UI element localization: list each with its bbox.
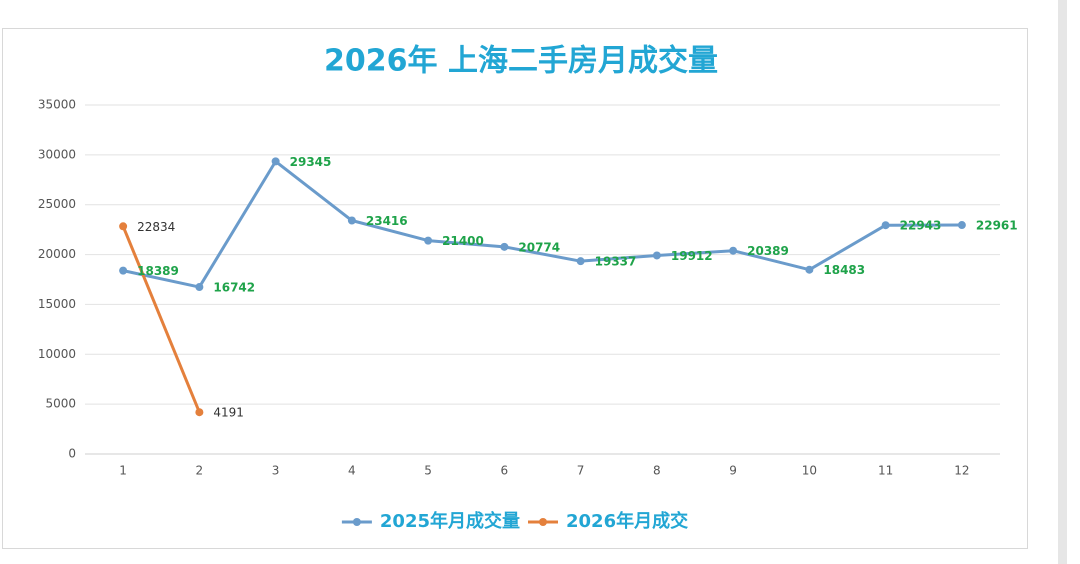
x-tick-label: 3 xyxy=(272,464,280,478)
legend-dot xyxy=(352,518,361,526)
data-point xyxy=(347,216,356,225)
legend-item: 2026年月成交 xyxy=(528,510,688,532)
y-tick-label: 20000 xyxy=(38,247,76,261)
data-label: 18483 xyxy=(823,263,865,277)
data-point xyxy=(119,266,128,275)
data-label: 4191 xyxy=(213,406,244,420)
data-point xyxy=(576,257,585,266)
x-tick-label: 11 xyxy=(878,464,893,478)
chart-frame xyxy=(2,28,1028,549)
x-tick-label: 4 xyxy=(348,464,356,478)
y-tick-label: 35000 xyxy=(38,98,76,112)
data-label: 18389 xyxy=(137,264,179,278)
data-point xyxy=(805,265,814,274)
data-point xyxy=(881,221,890,230)
data-label: 22834 xyxy=(137,220,175,234)
x-tick-label: 7 xyxy=(577,464,585,478)
data-point xyxy=(424,236,433,245)
legend-label: 2025年月成交量 xyxy=(380,510,520,532)
y-tick-label: 0 xyxy=(68,447,76,461)
data-label: 22961 xyxy=(976,219,1018,233)
x-tick-label: 9 xyxy=(729,464,737,478)
data-label: 29345 xyxy=(290,155,332,169)
data-label: 19912 xyxy=(671,249,713,263)
chart-title: 2026年 上海二手房月成交量 xyxy=(324,44,718,79)
y-tick-label: 25000 xyxy=(38,197,76,211)
data-point xyxy=(729,246,738,255)
data-label: 19337 xyxy=(595,255,637,269)
data-point xyxy=(500,242,509,251)
legend-item: 2025年月成交量 xyxy=(341,510,520,532)
data-point xyxy=(119,222,128,231)
x-tick-label: 2 xyxy=(196,464,204,478)
legend-label: 2026年月成交 xyxy=(566,510,688,532)
data-point xyxy=(957,221,966,230)
x-tick-label: 12 xyxy=(954,464,969,478)
x-tick-label: 1 xyxy=(119,464,127,478)
data-point xyxy=(195,408,204,417)
y-tick-label: 15000 xyxy=(38,297,76,311)
y-tick-label: 30000 xyxy=(38,147,76,161)
x-tick-label: 5 xyxy=(424,464,432,478)
data-label: 21400 xyxy=(442,234,484,248)
data-point xyxy=(652,251,661,260)
x-tick-label: 8 xyxy=(653,464,661,478)
data-label: 16742 xyxy=(213,281,255,295)
data-point xyxy=(195,283,204,292)
series-line xyxy=(121,225,201,413)
series-line xyxy=(122,159,962,289)
data-label: 23416 xyxy=(366,214,408,228)
y-tick-label: 5000 xyxy=(45,397,76,411)
data-label: 20774 xyxy=(518,240,560,254)
data-point xyxy=(271,157,280,166)
scrollbar xyxy=(1058,0,1067,564)
x-tick-label: 10 xyxy=(802,464,817,478)
x-tick-label: 6 xyxy=(501,464,509,478)
data-label: 22943 xyxy=(900,219,942,233)
legend-dot xyxy=(539,518,547,526)
data-label: 20389 xyxy=(747,244,789,258)
y-tick-label: 10000 xyxy=(38,347,76,361)
